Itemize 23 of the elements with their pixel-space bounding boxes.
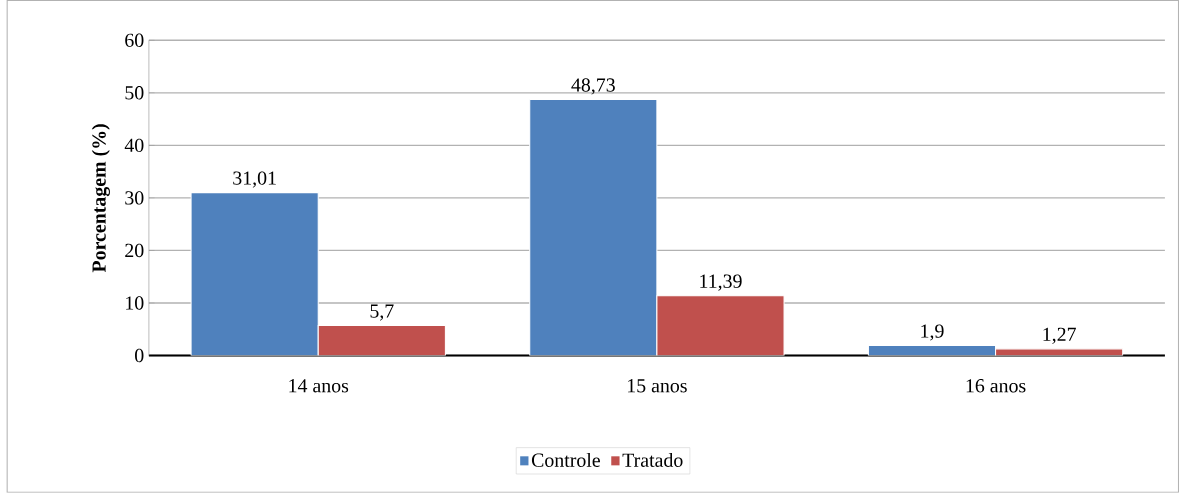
data-label: 31,01 xyxy=(233,171,276,188)
y-tick-label: 60 xyxy=(125,33,144,48)
legend-label: Controle xyxy=(531,453,600,467)
y-tick-label: 20 xyxy=(125,243,144,258)
y-tick-label: 10 xyxy=(126,296,144,310)
x-tick-label: 15 anos xyxy=(628,379,687,393)
bar xyxy=(656,295,785,356)
y-tick-label: 40 xyxy=(124,138,144,153)
data-label: 11,39 xyxy=(700,274,742,291)
bar xyxy=(317,325,446,356)
data-label: 48,73 xyxy=(571,78,615,95)
legend-label: Tratado xyxy=(622,453,683,467)
y-tick-label: 50 xyxy=(125,86,144,100)
data-label: 5,7 xyxy=(370,304,394,321)
y-axis-title: Porcentagem (%) xyxy=(91,124,110,273)
y-tick-label: 0 xyxy=(135,348,144,363)
bar xyxy=(529,99,658,356)
y-tick-label: 30 xyxy=(125,191,144,205)
x-tick-label: 16 anos xyxy=(966,379,1026,393)
data-label: 1,27 xyxy=(1043,327,1076,344)
data-label: 1,9 xyxy=(921,324,944,341)
bar xyxy=(190,192,319,356)
x-tick-label: 14 anos xyxy=(289,379,349,393)
